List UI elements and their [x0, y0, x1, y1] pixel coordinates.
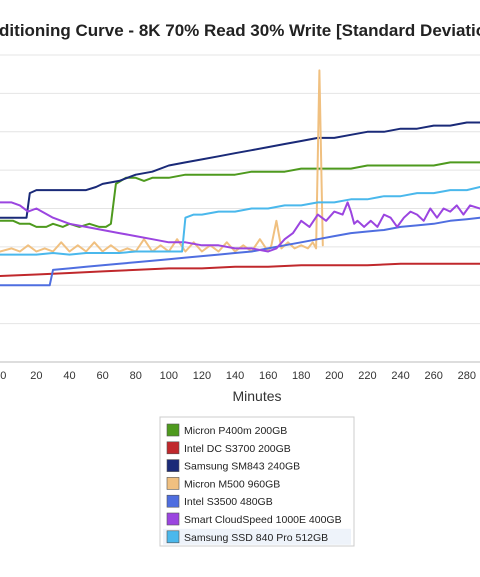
legend-swatch [166, 477, 180, 490]
legend-swatch [166, 459, 180, 472]
x-tick-label: 160 [259, 370, 277, 382]
series-line-2 [0, 262, 480, 277]
x-tick-label: 40 [63, 370, 75, 382]
legend: Micron P400m 200GB Intel DC S3700 200GB Sa… [159, 416, 355, 547]
series-line-1 [0, 161, 480, 228]
x-tick-label: 220 [358, 370, 376, 382]
legend-label: Samsung SSD 840 Pro 512GB [184, 532, 328, 544]
x-tick-label: 280 [458, 370, 476, 382]
series-line-3 [0, 121, 480, 219]
series-line-6 [0, 201, 480, 253]
series-line-5 [0, 216, 480, 287]
series-line-7 [0, 186, 480, 256]
x-axis-title: Minutes [232, 388, 281, 404]
legend-highlight [163, 528, 351, 545]
x-tick-label: 140 [226, 370, 244, 382]
chart-title: Conditioning Curve - 8K 70% Read 30% Wri… [0, 21, 480, 40]
x-tick-label: 0 [0, 370, 6, 382]
series-line-4 [0, 69, 324, 253]
legend-swatch [166, 530, 180, 544]
legend-swatch [166, 512, 180, 526]
legend-swatch [166, 423, 180, 437]
legend-label: Micron P400m 200GB [184, 425, 287, 437]
x-tick-label: 120 [193, 370, 211, 382]
x-tick-label: 180 [292, 370, 310, 382]
legend-swatch [166, 494, 180, 508]
legend-box [159, 416, 355, 547]
x-tick-label: 60 [96, 370, 108, 382]
x-tick-label: 80 [130, 370, 142, 382]
x-tick-label: 240 [391, 370, 409, 382]
x-tick-label: 200 [325, 370, 343, 382]
x-axis-ticks: 0 20 40 60 80 100 120 140 160 180 200 220 240 260 280 [0, 370, 476, 382]
legend-label: Smart CloudSpeed 1000E 400GB [184, 514, 342, 526]
legend-swatch [166, 441, 180, 455]
legend-label: Samsung SM843 240GB [184, 461, 300, 473]
x-tick-label: 20 [30, 370, 42, 382]
legend-label: Micron M500 960GB [184, 478, 280, 490]
legend-label: Intel S3500 480GB [184, 496, 273, 508]
legend-label: Intel DC S3700 200GB [184, 443, 291, 455]
x-tick-label: 100 [160, 370, 178, 382]
x-tick-label: 260 [424, 370, 442, 382]
series-lines [0, 69, 480, 287]
